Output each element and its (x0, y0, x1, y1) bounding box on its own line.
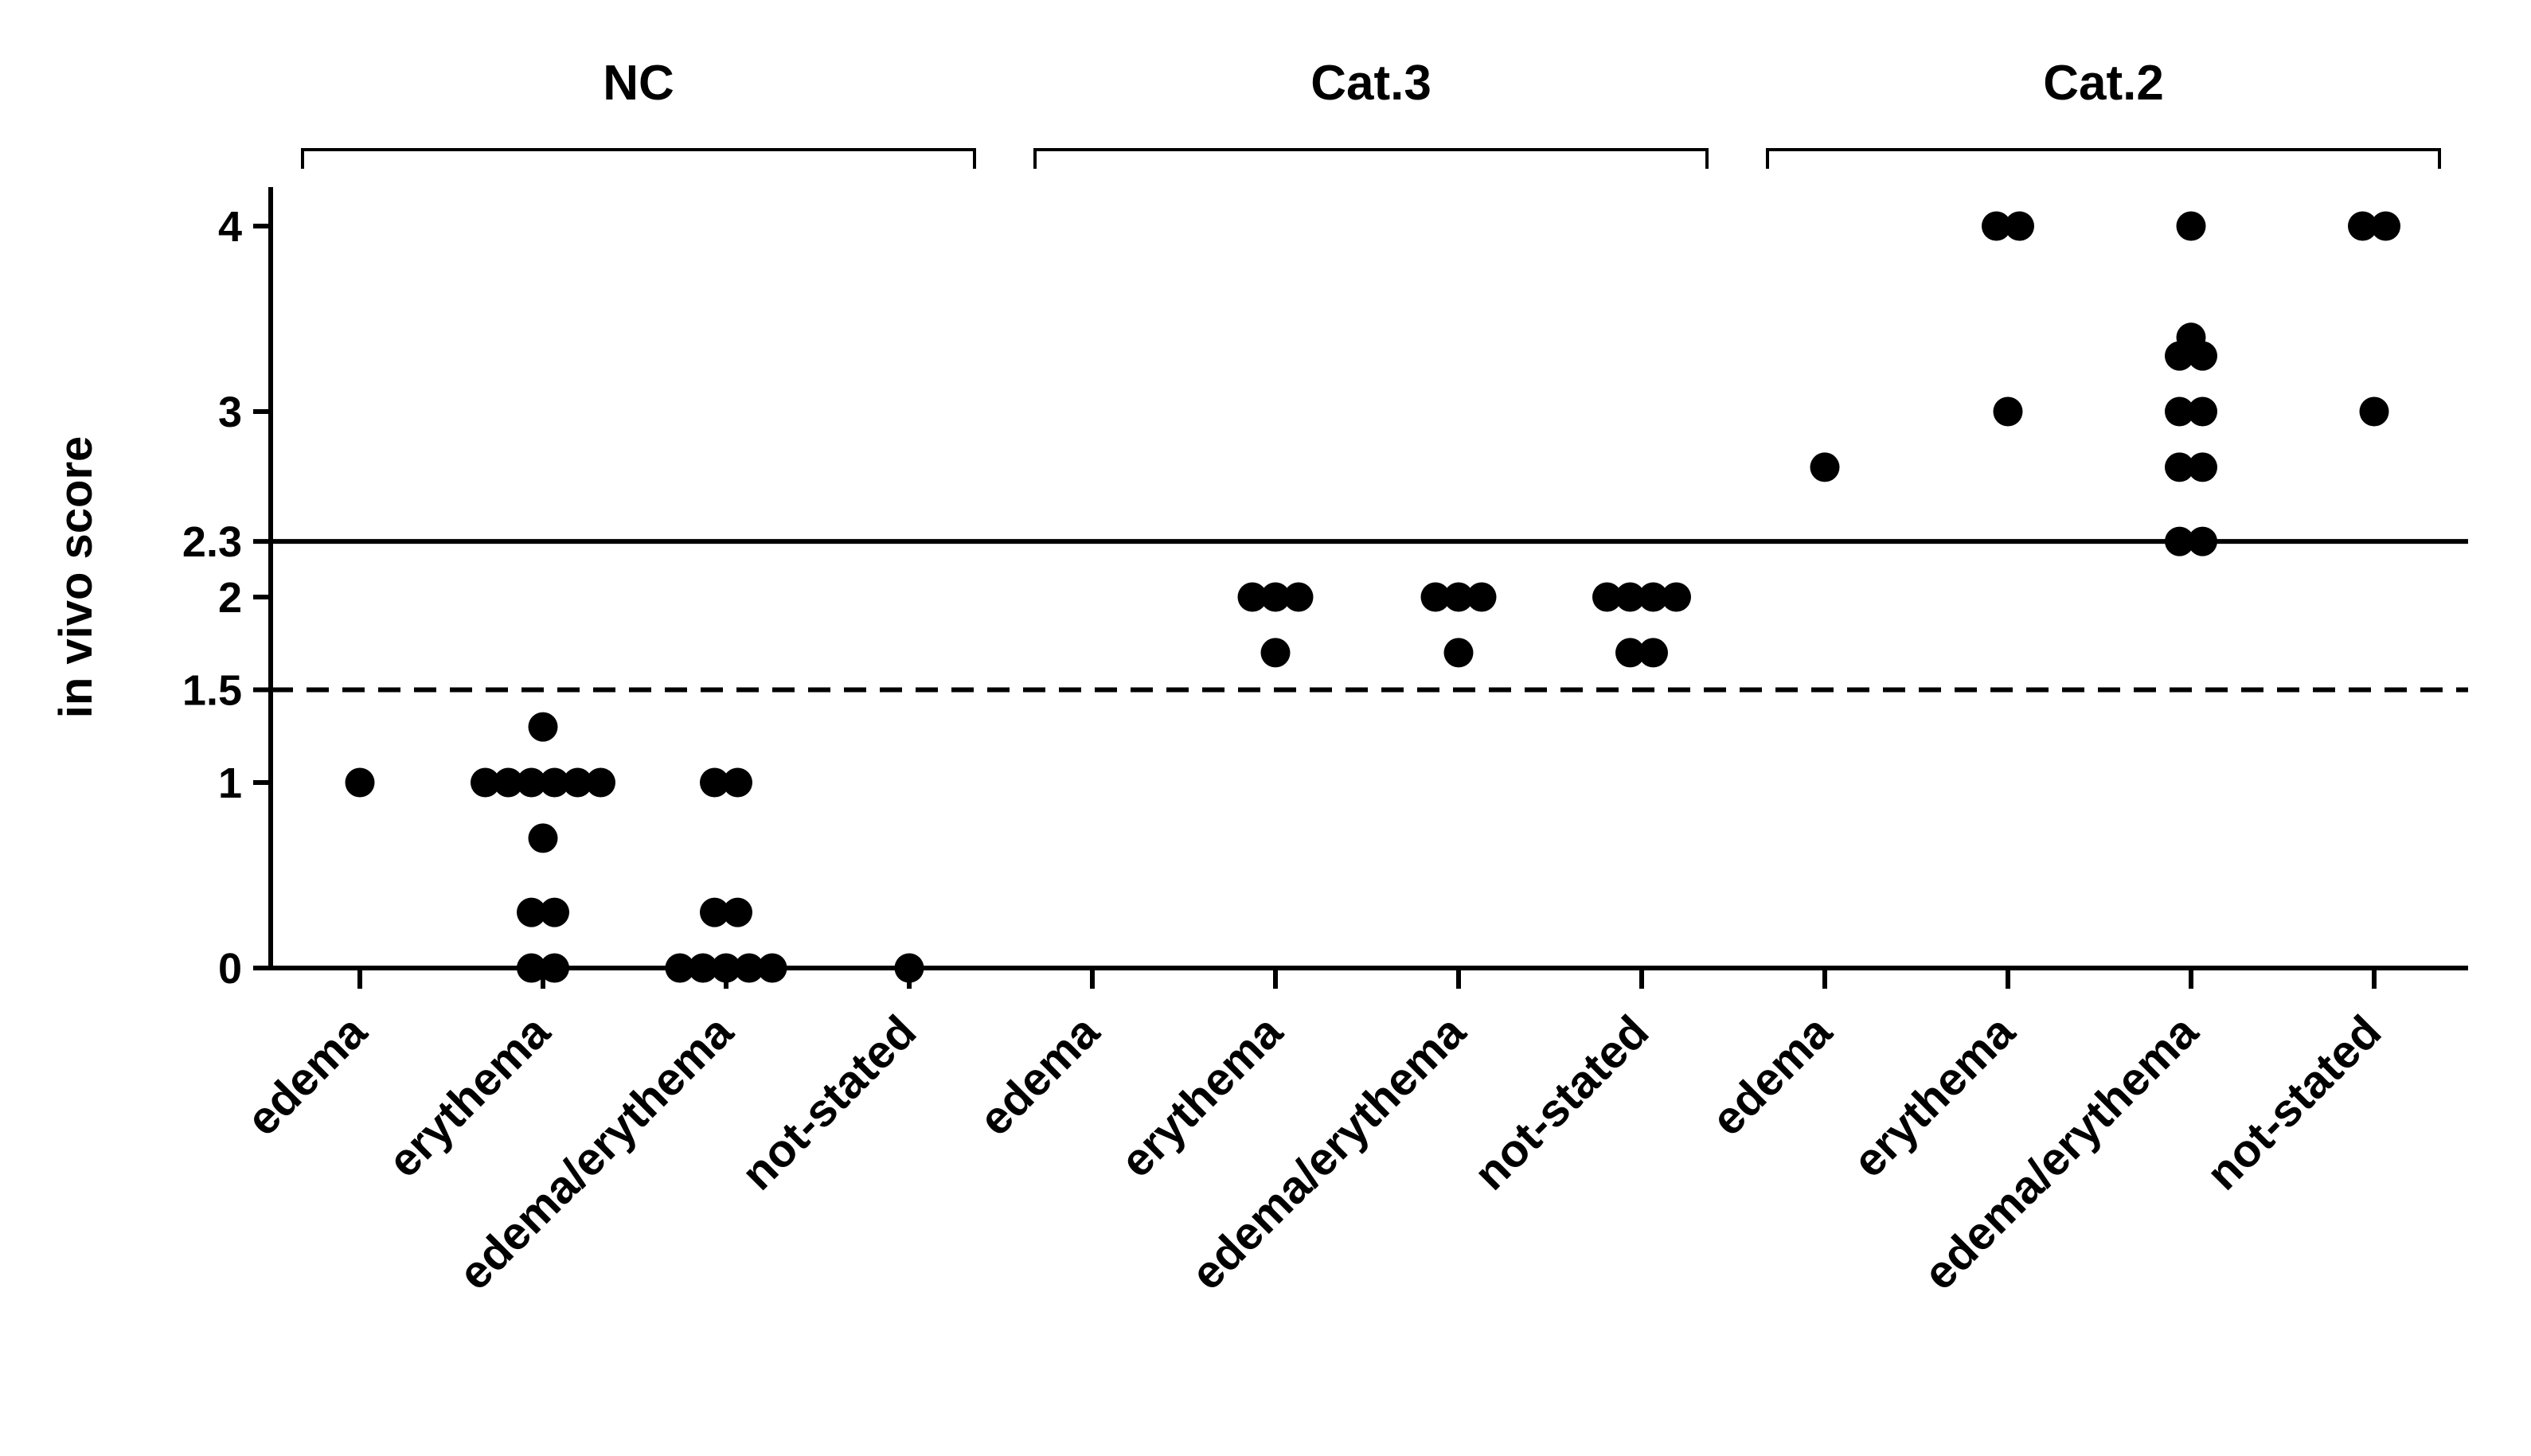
data-point (1420, 582, 1451, 612)
data-point (734, 953, 764, 983)
data-point (1237, 582, 1267, 612)
data-point (1260, 582, 1291, 612)
data-point (2371, 211, 2400, 241)
x-tick-label: erythema (378, 1005, 560, 1188)
data-point (1982, 211, 2011, 241)
data-point (1615, 638, 1645, 668)
data-point (723, 897, 752, 927)
group-bracket (1766, 148, 2441, 169)
y-axis-label: in vivo score (50, 436, 102, 719)
group-brackets: NC Cat.3 Cat.2 (301, 56, 2441, 169)
data-point (528, 823, 558, 853)
x-tick-label: erythema (1111, 1005, 1293, 1188)
y-tick-label: 4 (218, 203, 242, 251)
data-point (2359, 396, 2389, 427)
data-point (665, 953, 695, 983)
data-point (563, 767, 592, 798)
y-tick-label: 1 (218, 759, 242, 807)
data-point (2188, 396, 2217, 427)
x-tick-label: not-stated (732, 1005, 926, 1200)
data-point (711, 953, 741, 983)
data-point (1592, 582, 1622, 612)
data-point (517, 767, 546, 798)
group-title: NC (603, 56, 674, 111)
data-point (1639, 582, 1668, 612)
data-point (517, 953, 546, 983)
data-point (517, 897, 546, 927)
data-point (700, 897, 729, 927)
x-tick-label: erythema (1843, 1005, 2025, 1188)
data-point (471, 767, 500, 798)
axes (268, 187, 2468, 970)
data-point (2176, 322, 2206, 353)
reference-lines (271, 539, 2468, 693)
y-tick-label: 2 (218, 574, 242, 622)
data-point (1615, 582, 1645, 612)
y-ticks: 0 1 1.5 2 2.3 3 4 (182, 203, 271, 993)
data-point (1993, 396, 2023, 427)
data-point (2188, 526, 2217, 556)
data-point (723, 767, 752, 798)
group-title: Cat.3 (1310, 56, 1431, 111)
x-tick-label: edema (1701, 1005, 1842, 1146)
data-point (1283, 582, 1314, 612)
data-point (700, 767, 729, 798)
data-point (2348, 211, 2377, 241)
data-point (528, 712, 558, 742)
data-point (2188, 452, 2217, 482)
data-point (540, 953, 569, 983)
data-point (540, 897, 569, 927)
data-point (345, 767, 375, 798)
data-point (757, 953, 787, 983)
data-point (1467, 582, 1497, 612)
data-point (688, 953, 718, 983)
x-tick-label: not-stated (1464, 1005, 1658, 1200)
data-point (540, 767, 569, 798)
data-point (586, 767, 615, 798)
group-bracket (1033, 148, 1709, 169)
x-tick-label: edema (236, 1005, 377, 1146)
group-title: Cat.2 (2043, 56, 2164, 111)
data-point (2165, 396, 2194, 427)
data-point (1639, 638, 1668, 668)
data-point (894, 953, 924, 983)
data-point (2165, 526, 2194, 556)
y-tick-label: 2.3 (182, 518, 242, 566)
y-tick-label: 0 (218, 945, 242, 993)
y-tick-label: 1.5 (182, 667, 242, 715)
data-point (2176, 211, 2206, 241)
data-point (1260, 638, 1291, 668)
data-points (345, 211, 2400, 983)
x-tick-label: not-stated (2197, 1005, 2391, 1200)
data-point (1662, 582, 1691, 612)
y-tick-label: 3 (218, 388, 242, 436)
data-point (1443, 638, 1474, 668)
data-point (1443, 582, 1474, 612)
data-point (1810, 452, 1840, 482)
group-bracket (301, 148, 976, 169)
data-point (2005, 211, 2034, 241)
x-tick-label: edema (969, 1005, 1109, 1146)
data-point (494, 767, 523, 798)
data-point (2165, 452, 2194, 482)
